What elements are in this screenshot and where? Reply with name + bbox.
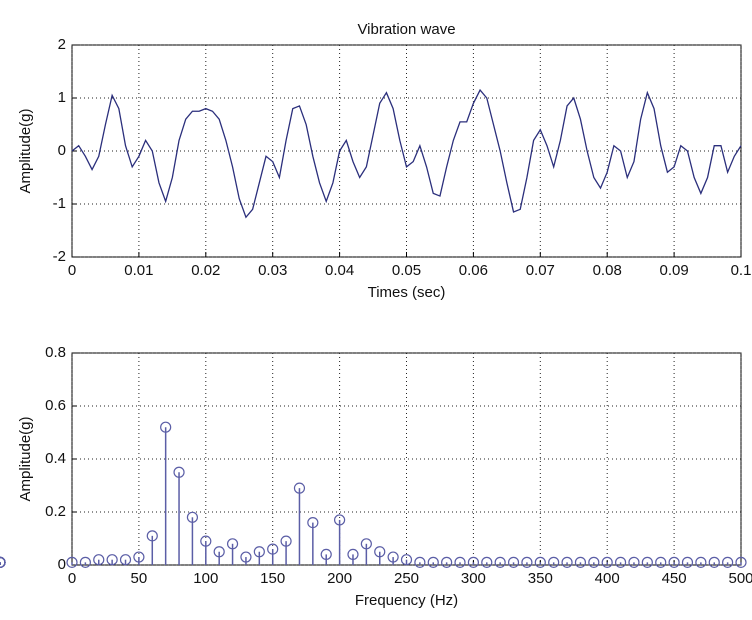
stem-marker <box>0 556 6 568</box>
x-tick-label: 0.06 <box>459 262 488 279</box>
y-axis-label: Amplitude(g) <box>17 416 34 501</box>
stem-marker <box>548 556 560 568</box>
x-tick-label: 0.04 <box>325 262 354 279</box>
stem-marker <box>655 556 667 568</box>
y-tick-label: 0.2 <box>45 503 66 520</box>
stem-marker <box>133 551 145 563</box>
stem-marker <box>695 556 707 568</box>
x-tick-label: 100 <box>193 570 218 587</box>
stem-marker <box>360 538 372 550</box>
stem-marker <box>614 556 627 568</box>
x-tick-label: 250 <box>394 570 419 587</box>
stem-marker <box>66 556 78 568</box>
stem-marker <box>280 535 292 547</box>
wave-line <box>71 88 742 219</box>
stem-marker <box>628 556 640 568</box>
x-tick-label: 0.05 <box>392 262 421 279</box>
stem-marker <box>320 548 332 561</box>
stem-marker <box>226 538 239 550</box>
stem-marker <box>481 556 493 568</box>
y-tick-label: 0.8 <box>45 344 66 361</box>
x-tick-label: 50 <box>131 570 148 587</box>
y-tick-label: 2 <box>58 36 66 53</box>
chart-title: Vibration wave <box>357 21 455 38</box>
stem-marker <box>293 482 306 494</box>
x-tick-label: 400 <box>595 570 620 587</box>
stem-marker <box>454 556 466 568</box>
x-tick-label: 500 <box>728 570 752 587</box>
stem-marker <box>173 466 185 478</box>
y-tick-label: 0.4 <box>45 450 66 467</box>
x-axis-label: Frequency (Hz) <box>355 592 458 609</box>
y-tick-label: 0 <box>58 142 66 159</box>
stem-marker <box>668 556 680 568</box>
stem-marker <box>186 511 199 523</box>
x-tick-label: 300 <box>461 570 486 587</box>
y-tick-label: 1 <box>58 89 66 106</box>
y-axis-label: Amplitude(g) <box>17 108 34 193</box>
stem-marker <box>240 551 252 563</box>
stem-marker <box>200 535 212 547</box>
stem-marker <box>534 556 546 568</box>
stem-marker <box>307 516 319 529</box>
stem-marker <box>521 556 533 568</box>
stem-marker <box>414 556 426 568</box>
stem-marker <box>574 556 587 568</box>
stem-marker <box>467 556 479 568</box>
stem-marker <box>146 530 158 542</box>
x-tick-label: 150 <box>260 570 285 587</box>
stem-marker <box>561 556 573 568</box>
x-tick-label: 0 <box>68 262 76 279</box>
stem-marker <box>93 554 105 566</box>
x-tick-label: 0.01 <box>124 262 153 279</box>
stem-marker <box>106 554 118 566</box>
stem-marker <box>722 556 734 568</box>
stem-marker <box>213 546 225 558</box>
x-tick-label: 0.09 <box>659 262 688 279</box>
x-tick-label: 0.1 <box>731 262 752 279</box>
stem-marker <box>441 556 453 568</box>
stem-marker <box>400 554 413 566</box>
x-tick-label: 0.07 <box>526 262 555 279</box>
stem-marker <box>387 551 399 563</box>
stem-marker <box>735 556 747 568</box>
x-tick-label: 350 <box>528 570 553 587</box>
stem-marker <box>507 556 520 568</box>
stem-marker <box>374 546 386 558</box>
stem-marker <box>588 556 600 568</box>
stem-marker <box>267 543 279 555</box>
y-tick-label: -1 <box>53 195 66 212</box>
x-tick-label: 0.08 <box>593 262 622 279</box>
stem-marker <box>334 514 346 526</box>
stem-marker <box>347 548 359 561</box>
x-tick-label: 0.03 <box>258 262 287 279</box>
stem-marker <box>160 421 172 433</box>
x-tick-label: 0.02 <box>191 262 220 279</box>
x-tick-label: 0 <box>68 570 76 587</box>
y-tick-label: 0 <box>58 556 66 573</box>
stem-marker <box>253 546 265 558</box>
stem-marker <box>494 556 506 568</box>
y-tick-label: -2 <box>53 248 66 265</box>
stem-marker <box>119 554 132 566</box>
stem-marker <box>79 556 91 568</box>
y-tick-label: 0.6 <box>45 397 66 414</box>
x-axis-label: Times (sec) <box>368 284 446 301</box>
x-tick-label: 450 <box>662 570 687 587</box>
stem-marker <box>641 556 653 568</box>
stem-marker <box>708 556 720 568</box>
stem-marker <box>427 556 439 568</box>
stem-marker <box>681 556 694 568</box>
x-tick-label: 200 <box>327 570 352 587</box>
stem-marker <box>601 556 613 568</box>
